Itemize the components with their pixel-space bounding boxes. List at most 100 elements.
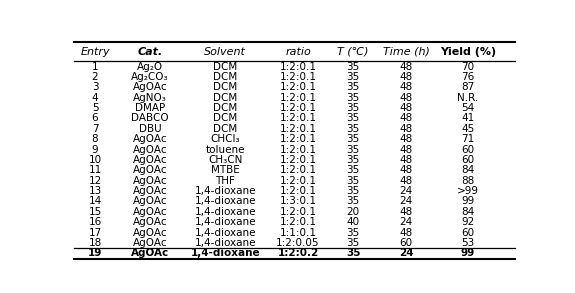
Text: 12: 12 (89, 176, 102, 186)
Text: 48: 48 (400, 113, 413, 123)
Text: 45: 45 (461, 124, 474, 134)
Text: 1,4-dioxane: 1,4-dioxane (194, 186, 256, 196)
Text: 1,4-dioxane: 1,4-dioxane (194, 238, 256, 248)
Text: 1:2:0.2: 1:2:0.2 (277, 248, 319, 258)
Text: 13: 13 (89, 186, 102, 196)
Text: 1:2:0.1: 1:2:0.1 (279, 186, 316, 196)
Text: 10: 10 (89, 155, 102, 165)
Text: 35: 35 (347, 124, 360, 134)
Text: DMAP: DMAP (135, 103, 166, 113)
Text: 16: 16 (89, 217, 102, 227)
Text: 48: 48 (400, 103, 413, 113)
Text: 35: 35 (347, 103, 360, 113)
Text: Time (h): Time (h) (382, 47, 430, 57)
Text: 48: 48 (400, 62, 413, 71)
Text: 1:2:0.1: 1:2:0.1 (279, 134, 316, 144)
Text: AgOAc: AgOAc (133, 238, 167, 248)
Text: 1:1:0.1: 1:1:0.1 (279, 228, 316, 238)
Text: 41: 41 (461, 113, 474, 123)
Text: Yield (%): Yield (%) (440, 47, 496, 57)
Text: 84: 84 (461, 165, 474, 175)
Text: 60: 60 (461, 155, 474, 165)
Text: CH₃CN: CH₃CN (208, 155, 243, 165)
Text: ratio: ratio (285, 47, 311, 57)
Text: 7: 7 (92, 124, 98, 134)
Text: 92: 92 (461, 217, 474, 227)
Text: 1:2:0.1: 1:2:0.1 (279, 144, 316, 155)
Text: 1,4-dioxane: 1,4-dioxane (190, 248, 260, 258)
Text: 60: 60 (400, 238, 413, 248)
Text: 48: 48 (400, 228, 413, 238)
Text: 1:2:0.1: 1:2:0.1 (279, 124, 316, 134)
Text: 71: 71 (461, 134, 474, 144)
Text: 1:2:0.1: 1:2:0.1 (279, 62, 316, 71)
Text: Solvent: Solvent (204, 47, 246, 57)
Text: 48: 48 (400, 207, 413, 217)
Text: 35: 35 (347, 186, 360, 196)
Text: T (℃): T (℃) (338, 47, 369, 57)
Text: 2: 2 (92, 72, 98, 82)
Text: 48: 48 (400, 72, 413, 82)
Text: AgOAc: AgOAc (131, 248, 169, 258)
Text: 19: 19 (88, 248, 102, 258)
Text: Entry: Entry (81, 47, 110, 57)
Text: 35: 35 (347, 155, 360, 165)
Text: 1:2:0.1: 1:2:0.1 (279, 165, 316, 175)
Text: 24: 24 (400, 186, 413, 196)
Text: 1:2:0.1: 1:2:0.1 (279, 103, 316, 113)
Text: 8: 8 (92, 134, 98, 144)
Text: 48: 48 (400, 176, 413, 186)
Text: DCM: DCM (213, 93, 237, 103)
Text: 48: 48 (400, 134, 413, 144)
Text: DCM: DCM (213, 113, 237, 123)
Text: 24: 24 (399, 248, 413, 258)
Text: 35: 35 (347, 62, 360, 71)
Text: 9: 9 (92, 144, 98, 155)
Text: DCM: DCM (213, 72, 237, 82)
Text: DABCO: DABCO (132, 113, 169, 123)
Text: AgOAc: AgOAc (133, 207, 167, 217)
Text: 1:2:0.1: 1:2:0.1 (279, 93, 316, 103)
Text: 1:2:0.1: 1:2:0.1 (279, 217, 316, 227)
Text: AgOAc: AgOAc (133, 82, 167, 92)
Text: AgOAc: AgOAc (133, 197, 167, 207)
Text: MTBE: MTBE (211, 165, 240, 175)
Text: 70: 70 (461, 62, 474, 71)
Text: 87: 87 (461, 82, 474, 92)
Text: 35: 35 (347, 176, 360, 186)
Text: 1:2:0.1: 1:2:0.1 (279, 176, 316, 186)
Text: 1:2:0.1: 1:2:0.1 (279, 207, 316, 217)
Text: 1,4-dioxane: 1,4-dioxane (194, 228, 256, 238)
Text: DCM: DCM (213, 124, 237, 134)
Text: 35: 35 (347, 72, 360, 82)
Text: AgOAc: AgOAc (133, 217, 167, 227)
Text: 48: 48 (400, 155, 413, 165)
Text: 4: 4 (92, 93, 98, 103)
Text: 6: 6 (92, 113, 98, 123)
Text: 35: 35 (347, 93, 360, 103)
Text: 35: 35 (347, 113, 360, 123)
Text: N.R.: N.R. (457, 93, 478, 103)
Text: Cat.: Cat. (137, 47, 163, 57)
Text: DCM: DCM (213, 103, 237, 113)
Text: 1:3:0.1: 1:3:0.1 (279, 197, 316, 207)
Text: DBU: DBU (139, 124, 162, 134)
Text: AgOAc: AgOAc (133, 176, 167, 186)
Text: 40: 40 (347, 217, 360, 227)
Text: 35: 35 (347, 134, 360, 144)
Text: 35: 35 (347, 238, 360, 248)
Text: 54: 54 (461, 103, 474, 113)
Text: >99: >99 (457, 186, 479, 196)
Text: 60: 60 (461, 144, 474, 155)
Text: 35: 35 (347, 228, 360, 238)
Text: 35: 35 (347, 165, 360, 175)
Text: Ag₂CO₃: Ag₂CO₃ (132, 72, 169, 82)
Text: 35: 35 (347, 82, 360, 92)
Text: AgOAc: AgOAc (133, 134, 167, 144)
Text: 76: 76 (461, 72, 474, 82)
Text: 48: 48 (400, 93, 413, 103)
Text: 99: 99 (461, 248, 475, 258)
Text: 1:2:0.1: 1:2:0.1 (279, 72, 316, 82)
Text: 17: 17 (89, 228, 102, 238)
Text: 1: 1 (92, 62, 98, 71)
